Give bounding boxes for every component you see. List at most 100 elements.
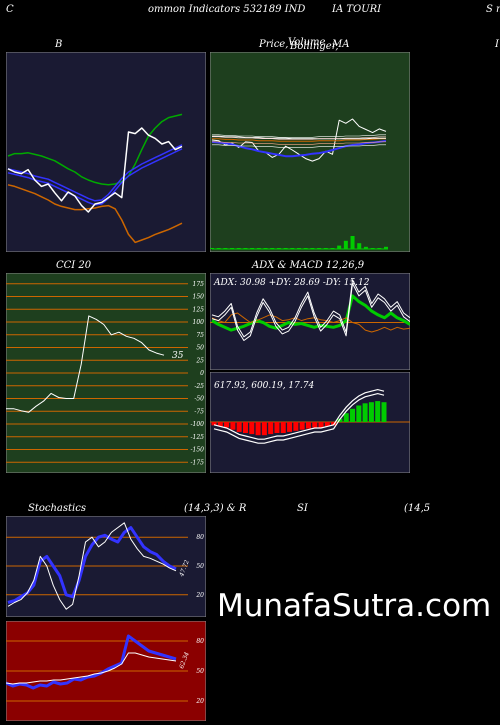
bollinger-series-2: [7, 184, 183, 244]
macd-chart: 617.93, 600.19, 17.74: [210, 372, 410, 473]
price-panel: [210, 52, 410, 252]
macd-histogram-bar: [305, 422, 311, 429]
cci-chart: 175 150 125 100 75 50 25 0 -25 -50 -75 -100 -125 -150…: [6, 273, 206, 473]
cci-title: CCI 20: [56, 260, 92, 271]
volume-bar: [337, 245, 342, 249]
price-series-3: [212, 135, 386, 140]
rsi-series-0: [6, 634, 177, 690]
bollinger-chart: [6, 52, 206, 252]
panel-background: [6, 52, 206, 252]
macd-histogram-bar: [211, 422, 217, 426]
price-series-2: [212, 138, 386, 142]
stoch-tick-label: 50: [196, 563, 204, 570]
cci-tick-label: 25: [195, 357, 204, 364]
price-ma-title: MA: [332, 39, 350, 50]
volume-bar: [384, 246, 388, 249]
cci-tick-label: -25: [194, 383, 204, 390]
macd-histogram-bar: [236, 422, 242, 432]
bollinger-series-3: [7, 127, 183, 213]
adx-series-0: [211, 294, 410, 332]
adx-series-2: [211, 279, 410, 338]
header-part3: IA TOURI: [332, 4, 382, 15]
macd-histogram-bar: [249, 422, 255, 435]
macd-histogram-bar: [318, 422, 324, 428]
cci-tick-label: -100: [191, 421, 205, 428]
macd-histogram-bar: [217, 422, 223, 427]
header-part1: C: [6, 4, 14, 15]
stoch-title-rsi: SI: [297, 503, 308, 514]
stoch-title-left: Stochastics: [28, 503, 86, 514]
panel-background: [210, 52, 410, 252]
adx-title: ADX & MACD 12,26,9: [252, 260, 365, 271]
macd-histogram-bar: [280, 422, 286, 433]
cci-tick-label: -150: [191, 447, 205, 454]
cci-line: [6, 315, 165, 413]
rsi-series-1: [6, 652, 177, 685]
cci-tick-label: 50: [196, 345, 204, 352]
macd-histogram-bar: [293, 422, 299, 431]
bollinger-series-0: [7, 113, 183, 186]
macd-histogram-bar: [255, 422, 261, 436]
cci-tick-label: 0: [200, 370, 204, 377]
adx-series-2-b: [211, 283, 410, 341]
price-chart: [210, 52, 410, 252]
macd-readout: 617.93, 600.19, 17.74: [214, 381, 314, 391]
header-part4: S m: [486, 4, 500, 15]
stoch-series-1: [7, 522, 177, 610]
macd-histogram-bar: [299, 422, 305, 430]
macd-histogram-bar: [224, 422, 230, 428]
volume-bar: [343, 240, 348, 249]
cci-tick-label: -125: [191, 434, 205, 441]
stoch-title-right: (14,5: [404, 503, 431, 514]
volume-bar: [363, 246, 368, 249]
adx-readout: ADX: 30.98 +DY: 28.69 -DY: 15.12: [213, 278, 370, 288]
cci-tick-label: 175: [193, 281, 205, 288]
cci-tick-label: 125: [193, 306, 205, 313]
price-ma-line-0: [212, 134, 386, 138]
rsi-tick-label: 80: [196, 638, 204, 645]
cci-tick-label: 100: [193, 319, 205, 326]
macd-histogram-bar: [274, 422, 280, 433]
bollinger-series-1: [7, 144, 183, 202]
macd-histogram-bar: [324, 422, 330, 427]
stoch-series-0: [7, 526, 177, 604]
cci-value-label: 35: [172, 351, 184, 361]
macd-histogram-bar: [350, 408, 356, 422]
macd-histogram-bar: [312, 422, 318, 428]
macd-line: [213, 388, 385, 440]
macd-histogram-bar: [331, 422, 337, 426]
price-overlap-title-2: Bollinger,: [290, 41, 339, 52]
macd-histogram-bar: [356, 405, 362, 422]
macd-histogram-bar: [268, 422, 274, 435]
stoch-tick-label: 80: [196, 534, 204, 541]
cci-tick-label: 150: [193, 294, 205, 301]
macd-signal-line: [213, 392, 385, 444]
volume-bar: [357, 243, 362, 249]
stoch-title-mid: (14,3,3) & R: [184, 503, 247, 514]
rsi-tick-label: 20: [195, 698, 204, 705]
bollinger-panel: [6, 52, 206, 252]
rsi-panel: 80 50 20 62.34: [6, 621, 206, 721]
rsi-tick-label: 50: [196, 668, 204, 675]
macd-histogram-bar: [381, 402, 387, 422]
price-overlap-title: Volume: [288, 37, 326, 48]
bollinger-title: B: [55, 39, 63, 50]
stochastics-panel: 80 50 20 47.72: [6, 516, 206, 617]
macd-panel: 617.93, 600.19, 17.74: [210, 372, 410, 473]
macd-histogram-bar: [242, 422, 248, 433]
panel-background: [210, 273, 410, 370]
header-part2: ommon Indicators 532189 IND: [148, 4, 306, 15]
volume-bar: [350, 236, 355, 249]
cci-tick-label: -50: [194, 396, 204, 403]
macd-histogram-bar: [261, 422, 267, 436]
watermark: MunafaSutra.com: [217, 588, 492, 624]
cci-tick-label: -75: [194, 408, 204, 415]
macd-histogram-bar: [343, 413, 349, 422]
stoch-tick-label: 20: [195, 592, 204, 599]
cci-tick-label: -175: [191, 459, 205, 466]
adx-chart: ADX: 30.98 +DY: 28.69 -DY: 15.12: [210, 273, 410, 370]
price-series-1: [211, 139, 387, 158]
macd-histogram-bar: [368, 402, 374, 422]
macd-histogram-bar: [230, 422, 236, 430]
